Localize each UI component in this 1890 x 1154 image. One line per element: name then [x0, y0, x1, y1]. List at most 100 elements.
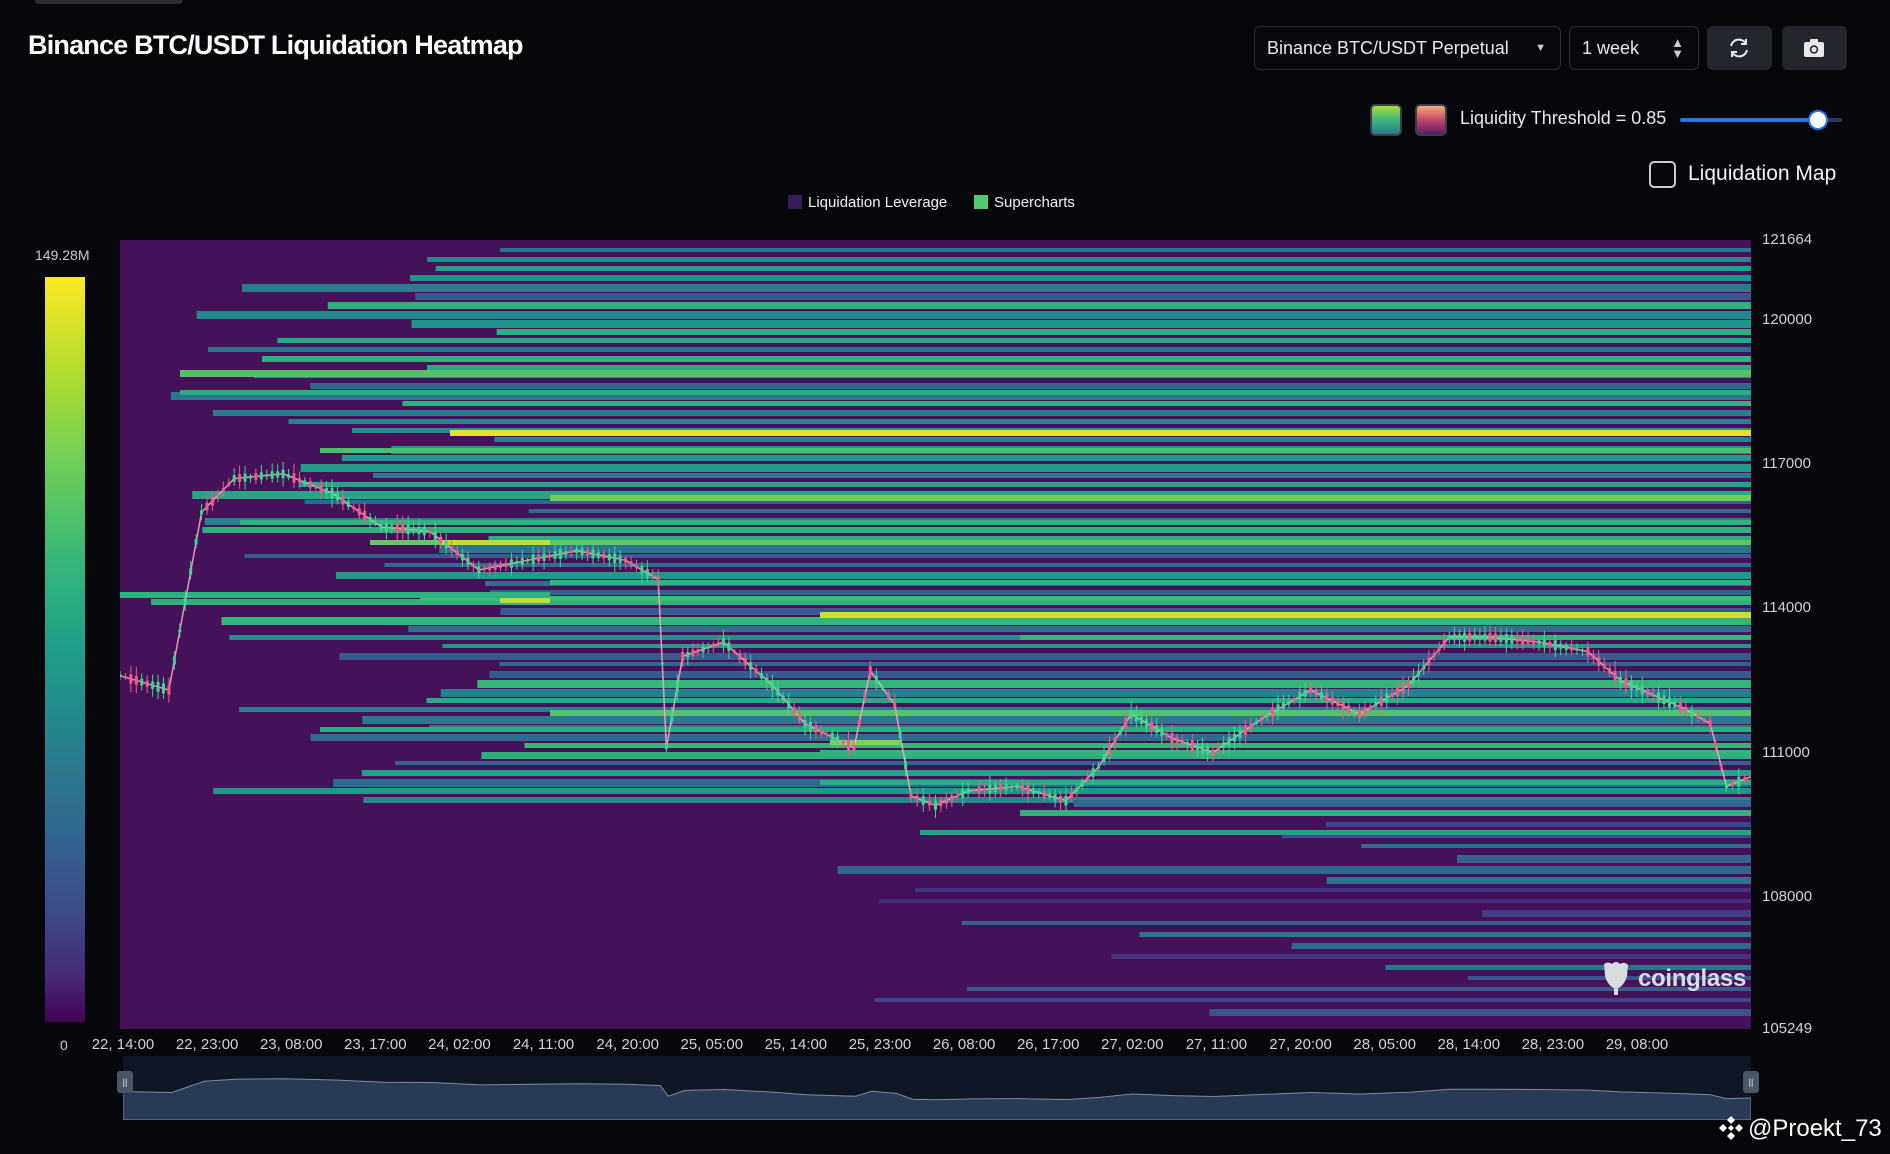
top-tab[interactable]	[35, 0, 183, 4]
candle	[1526, 638, 1530, 644]
candle	[1575, 648, 1579, 651]
candle	[961, 789, 965, 798]
candle	[716, 642, 720, 646]
legend-item-supercharts[interactable]: Supercharts	[974, 194, 1075, 211]
liquidation-map-label[interactable]: Liquidation Map	[1688, 162, 1837, 185]
liquidity-band	[489, 671, 1751, 678]
viridis-palette-swatch[interactable]	[1370, 104, 1402, 136]
candle	[547, 554, 551, 558]
threshold-slider[interactable]	[1680, 110, 1842, 130]
candle	[874, 675, 878, 684]
candle	[988, 784, 992, 794]
candle	[553, 551, 557, 559]
time-range-navigator[interactable]	[123, 1056, 1751, 1120]
candle	[1597, 656, 1601, 666]
candle	[1276, 704, 1280, 715]
candle	[1678, 702, 1682, 712]
candle	[706, 646, 710, 649]
x-tick-label: 25, 23:00	[848, 1036, 912, 1053]
candle	[1118, 729, 1122, 734]
liquidity-band	[327, 302, 1751, 309]
candle	[1379, 696, 1383, 706]
refresh-icon	[1730, 38, 1748, 58]
screenshot-button[interactable]	[1782, 26, 1847, 70]
magma-palette-swatch[interactable]	[1415, 104, 1447, 136]
candle	[1640, 685, 1644, 695]
x-tick-label: 22, 14:00	[91, 1036, 155, 1053]
navigator-right-handle[interactable]: ||	[1743, 1071, 1759, 1093]
liquidity-band	[1020, 635, 1751, 640]
liquidity-band	[442, 644, 1751, 648]
liquidity-band	[341, 455, 1751, 461]
candle	[221, 487, 225, 492]
candle	[200, 510, 204, 515]
candle	[1113, 737, 1117, 744]
liquidity-band	[550, 495, 1751, 501]
candle	[499, 563, 503, 568]
candle	[852, 745, 856, 751]
candle	[727, 642, 731, 652]
liquidity-band	[499, 662, 1751, 666]
liquidation-heatmap[interactable]	[120, 240, 1751, 1029]
candle	[1667, 697, 1671, 708]
candle	[1254, 721, 1258, 724]
candle	[243, 473, 247, 482]
candle	[140, 678, 144, 686]
candle	[156, 681, 160, 692]
liquidation-map-checkbox[interactable]	[1649, 161, 1676, 188]
candle	[1175, 737, 1179, 743]
candle	[1265, 713, 1269, 718]
liquidity-band	[402, 401, 1751, 406]
candle	[1271, 707, 1275, 718]
pair-select[interactable]: Binance BTC/USDT Perpetual ▼	[1254, 26, 1561, 70]
liquidity-band	[207, 347, 1751, 352]
candle	[686, 651, 690, 658]
range-select-value: 1 week	[1582, 38, 1640, 58]
candle	[1417, 670, 1421, 676]
candle	[819, 729, 823, 734]
candle	[1447, 635, 1451, 640]
candle	[1483, 633, 1487, 641]
slider-thumb[interactable]	[1807, 110, 1828, 130]
candle	[515, 560, 519, 564]
range-select[interactable]: 1 week ▲ ▼	[1569, 26, 1699, 70]
candle	[488, 565, 492, 571]
candle	[602, 553, 606, 559]
candle	[591, 549, 595, 559]
liquidity-band	[262, 356, 1751, 362]
pair-select-value: Binance BTC/USDT Perpetual	[1267, 38, 1509, 58]
candle	[461, 553, 465, 561]
candle	[1696, 714, 1700, 719]
candle	[1091, 768, 1095, 777]
candle	[944, 797, 948, 804]
candle	[1646, 689, 1650, 696]
liquidity-band	[410, 275, 1751, 281]
page-title: Binance BTC/USDT Liquidation Heatmap	[28, 30, 524, 60]
candle	[120, 674, 122, 677]
liquidity-band	[477, 680, 1751, 688]
liquidity-band	[411, 320, 1751, 328]
candle	[841, 741, 845, 744]
candle	[352, 506, 356, 510]
candle	[1042, 790, 1046, 798]
candle	[1468, 633, 1472, 642]
legend-item-liquidation-leverage[interactable]: Liquidation Leverage	[788, 194, 947, 211]
candle	[1725, 784, 1729, 788]
x-tick-label: 27, 20:00	[1269, 1036, 1332, 1053]
candle	[580, 548, 584, 556]
liquidity-band	[915, 888, 1751, 892]
liquidity-band	[304, 500, 1751, 504]
candle	[1170, 733, 1174, 744]
candle	[1532, 638, 1536, 645]
candle	[1080, 781, 1084, 787]
candle	[1504, 633, 1508, 644]
candle	[194, 539, 198, 545]
coinglass-logo-icon	[1604, 962, 1628, 995]
candle	[346, 501, 350, 507]
refresh-button[interactable]	[1707, 26, 1772, 70]
liquidity-band	[362, 716, 1751, 724]
liquidity-band	[363, 797, 1751, 803]
liquidity-band	[1073, 800, 1751, 807]
navigator-left-handle[interactable]: ||	[117, 1071, 133, 1093]
liquidity-band	[426, 698, 1751, 703]
